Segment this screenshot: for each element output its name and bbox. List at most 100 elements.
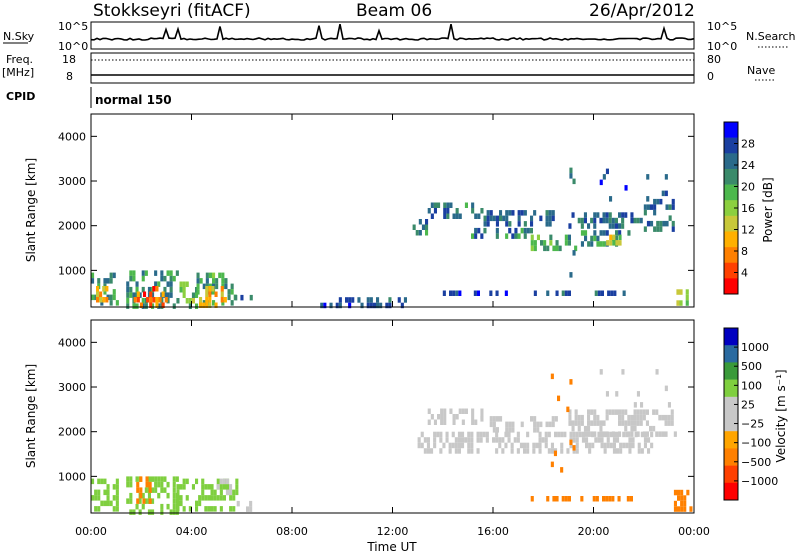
power-cell (455, 290, 459, 296)
power-cell (523, 210, 527, 216)
velocity-cell (647, 437, 651, 443)
velocity-cell (645, 431, 649, 437)
velocity-cell (176, 484, 180, 490)
velocity-cell (516, 431, 520, 438)
velocity-cell (467, 437, 471, 443)
velocity-cell (166, 503, 170, 510)
power-cell (446, 202, 450, 208)
velocity-cell (457, 431, 461, 438)
velocity-cell (216, 495, 220, 501)
power-cell (520, 227, 524, 234)
velocity-cell (689, 506, 693, 512)
power-cell (584, 235, 588, 242)
y-tick-label: 3000 (58, 381, 86, 394)
power-cell (520, 210, 524, 216)
power-cell (418, 219, 422, 225)
velocity-cell (516, 437, 520, 443)
velocity-cell (195, 506, 199, 512)
velocity-cell (507, 437, 511, 443)
power-cell (126, 297, 130, 304)
velocity-cell (551, 421, 555, 428)
velocity-cell (583, 425, 587, 432)
power-cell (154, 270, 158, 276)
velocity-cell (426, 442, 430, 449)
freq-label-1: Freq. (6, 53, 33, 66)
power-cell (610, 290, 614, 296)
power-cell (572, 178, 576, 185)
velocity-cell (563, 431, 567, 438)
velocity-cell (139, 492, 143, 499)
power-cell (551, 215, 555, 222)
velocity-cell (625, 442, 629, 449)
velocity-cell (550, 373, 554, 380)
power-cell (621, 223, 625, 229)
power-cell (211, 286, 215, 292)
power-cell (495, 215, 499, 222)
power-cell (543, 240, 547, 246)
velocity-cell (593, 420, 597, 426)
power-cell (471, 202, 475, 208)
power-cell (169, 281, 173, 287)
colorbar-segment (724, 262, 738, 279)
velocity-cell (619, 442, 623, 449)
power-cell (157, 281, 161, 287)
power-cell (517, 210, 521, 216)
velocity-cell (235, 484, 239, 490)
power-cell (483, 221, 487, 227)
velocity-cell (636, 414, 640, 421)
noise-left-tick-top: 10^5 (58, 20, 88, 33)
power-cell (199, 297, 203, 303)
velocity-cell (216, 478, 220, 485)
velocity-cell (236, 500, 240, 507)
velocity-cell (474, 419, 478, 425)
velocity-cell (185, 495, 189, 501)
power-cell (569, 173, 573, 179)
velocity-cell (501, 448, 505, 454)
velocity-cell (650, 431, 654, 438)
velocity-cell (588, 448, 592, 454)
power-cell (105, 286, 109, 292)
velocity-cell (630, 414, 634, 421)
power-cell (144, 270, 148, 276)
velocity-cell (554, 416, 558, 422)
power-cell (338, 297, 342, 303)
power-panel: 1000 2000 3000 4000 Slant Range [km] 4 8 12 16… (24, 113, 775, 309)
velocity-cell (163, 476, 167, 482)
power-cell (139, 302, 143, 308)
freq-panel: Freq. [MHz] 18 8 80 0 Nave (2, 52, 775, 84)
freq-right-tick-top: 80 (707, 53, 721, 66)
velocity-cell (201, 478, 205, 485)
velocity-cell (139, 476, 143, 482)
power-cell (504, 290, 508, 296)
velocity-cell (226, 484, 230, 490)
power-cell (653, 204, 657, 210)
velocity-cell (464, 408, 468, 414)
velocity-cell (523, 442, 527, 449)
power-cell (157, 303, 161, 309)
power-cell (489, 210, 493, 216)
velocity-cell (445, 431, 449, 438)
colorbar-segment (724, 396, 738, 415)
velocity-cell (639, 409, 643, 415)
power-cell (446, 213, 450, 219)
power-cell (643, 226, 647, 232)
velocity-cell (633, 414, 637, 421)
freq-label-2: [MHz] (2, 66, 34, 79)
power-cell (109, 278, 113, 284)
x-axis-title: Time UT (366, 540, 417, 554)
power-cell (196, 278, 200, 284)
power-cell (126, 303, 130, 309)
y-tick-label: 3000 (58, 175, 86, 188)
cpid-value: normal 150 (95, 93, 172, 107)
power-cell (196, 283, 200, 290)
velocity-cell (594, 437, 598, 443)
velocity-cell (91, 495, 95, 501)
power-cell (685, 300, 689, 306)
velocity-cell (225, 478, 229, 485)
velocity-y-label: Slant Range [km] (24, 364, 38, 468)
noise-right-tick-bottom: 10^0 (707, 40, 737, 53)
velocity-cell (207, 484, 211, 490)
velocity-cell (106, 500, 110, 507)
power-cell (590, 235, 594, 242)
velocity-cell (485, 437, 489, 443)
